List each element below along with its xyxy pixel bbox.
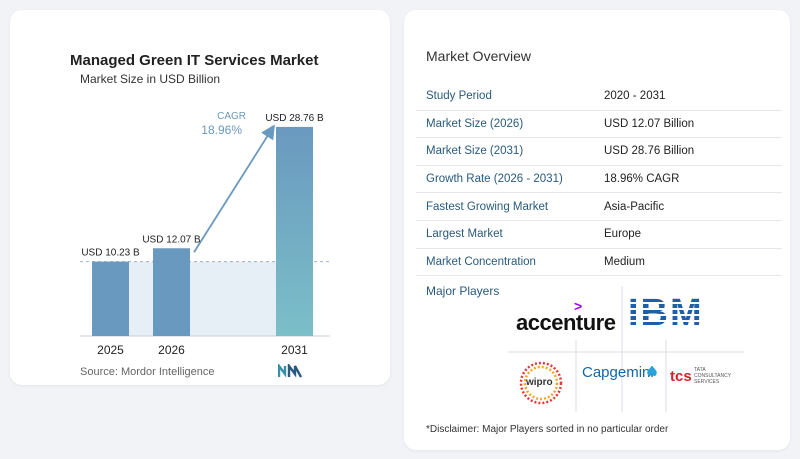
tcs-sub-line: TATA <box>694 367 706 373</box>
capgemini-logo: Capgemini <box>582 364 654 381</box>
overview-value: Europe <box>604 228 642 241</box>
overview-key: Market Size (2026) <box>426 117 524 130</box>
chart-title: Managed Green IT Services Market <box>70 52 319 69</box>
mordor-logo-icon <box>278 364 302 378</box>
bar-value-label: USD 28.76 B <box>265 113 324 124</box>
source-text: Source: Mordor Intelligence <box>80 366 215 378</box>
ibm-logo: IBM <box>628 292 704 334</box>
x-tick-label: 2026 <box>158 343 185 357</box>
tcs-sub-line: SERVICES <box>694 379 720 385</box>
disclaimer: *Disclaimer: Major Players sorted in no … <box>426 424 669 435</box>
wipro-logo: wipro <box>526 377 553 388</box>
overview-row: Market Size (2031) USD 28.76 Billion <box>416 138 782 166</box>
overview-key: Study Period <box>426 90 492 103</box>
x-tick-label: 2025 <box>97 343 124 357</box>
overview-row: Study Period 2020 - 2031 <box>416 83 782 111</box>
overview-row: Market Size (2026) USD 12.07 Billion <box>416 111 782 139</box>
bar <box>153 248 190 336</box>
bar-value-label: USD 12.07 B <box>142 234 201 245</box>
overview-row: Largest Market Europe <box>416 221 782 249</box>
overview-key: Market Size (2031) <box>426 145 524 158</box>
bar-value-label: USD 10.23 B <box>81 248 140 259</box>
overview-value: USD 12.07 Billion <box>604 117 695 130</box>
accenture-chevron-icon: > <box>574 298 583 314</box>
overview-title: Market Overview <box>426 48 532 64</box>
overview-key: Market Concentration <box>426 255 536 268</box>
bar <box>92 261 129 336</box>
overview-card <box>404 10 790 450</box>
overview-value: Asia-Pacific <box>604 200 665 213</box>
major-players-title: Major Players <box>426 284 500 298</box>
tcs-logo: tcs <box>670 368 692 385</box>
overview-row: Growth Rate (2026 - 2031) 18.96% CAGR <box>416 166 782 194</box>
overview-key: Largest Market <box>426 228 503 241</box>
bar <box>276 126 313 337</box>
tcs-sub-line: CONSULTANCY <box>694 373 732 379</box>
x-tick-label: 2031 <box>281 343 308 357</box>
bar-chart: USD 10.23 B 2025 USD 12.07 B 2026 USD 28.76 … <box>80 111 330 357</box>
overview-value: USD 28.76 Billion <box>604 145 695 158</box>
cagr-label: CAGR <box>217 111 246 122</box>
overview-key: Growth Rate (2026 - 2031) <box>426 173 563 186</box>
overview-row: Market Concentration Medium <box>416 249 782 277</box>
overview-row: Fastest Growing Market Asia-Pacific <box>416 193 782 221</box>
tcs-subtitle: TATA CONSULTANCY SERVICES <box>694 367 731 385</box>
overview-value: Medium <box>604 255 645 268</box>
players-grid <box>508 286 744 412</box>
cagr-value: 18.96% <box>201 123 242 137</box>
overview-table: Study Period 2020 - 2031 Market Size (20… <box>416 83 782 277</box>
capgemini-spade-icon <box>647 366 657 377</box>
chart-subtitle: Market Size in USD Billion <box>80 72 221 86</box>
overview-value: 18.96% CAGR <box>604 173 680 186</box>
overview-key: Fastest Growing Market <box>426 200 549 213</box>
wipro-dots-icon <box>519 361 563 405</box>
accenture-logo: accenture <box>516 310 616 335</box>
cagr-arrow <box>193 124 275 253</box>
overview-value: 2020 - 2031 <box>604 90 666 103</box>
